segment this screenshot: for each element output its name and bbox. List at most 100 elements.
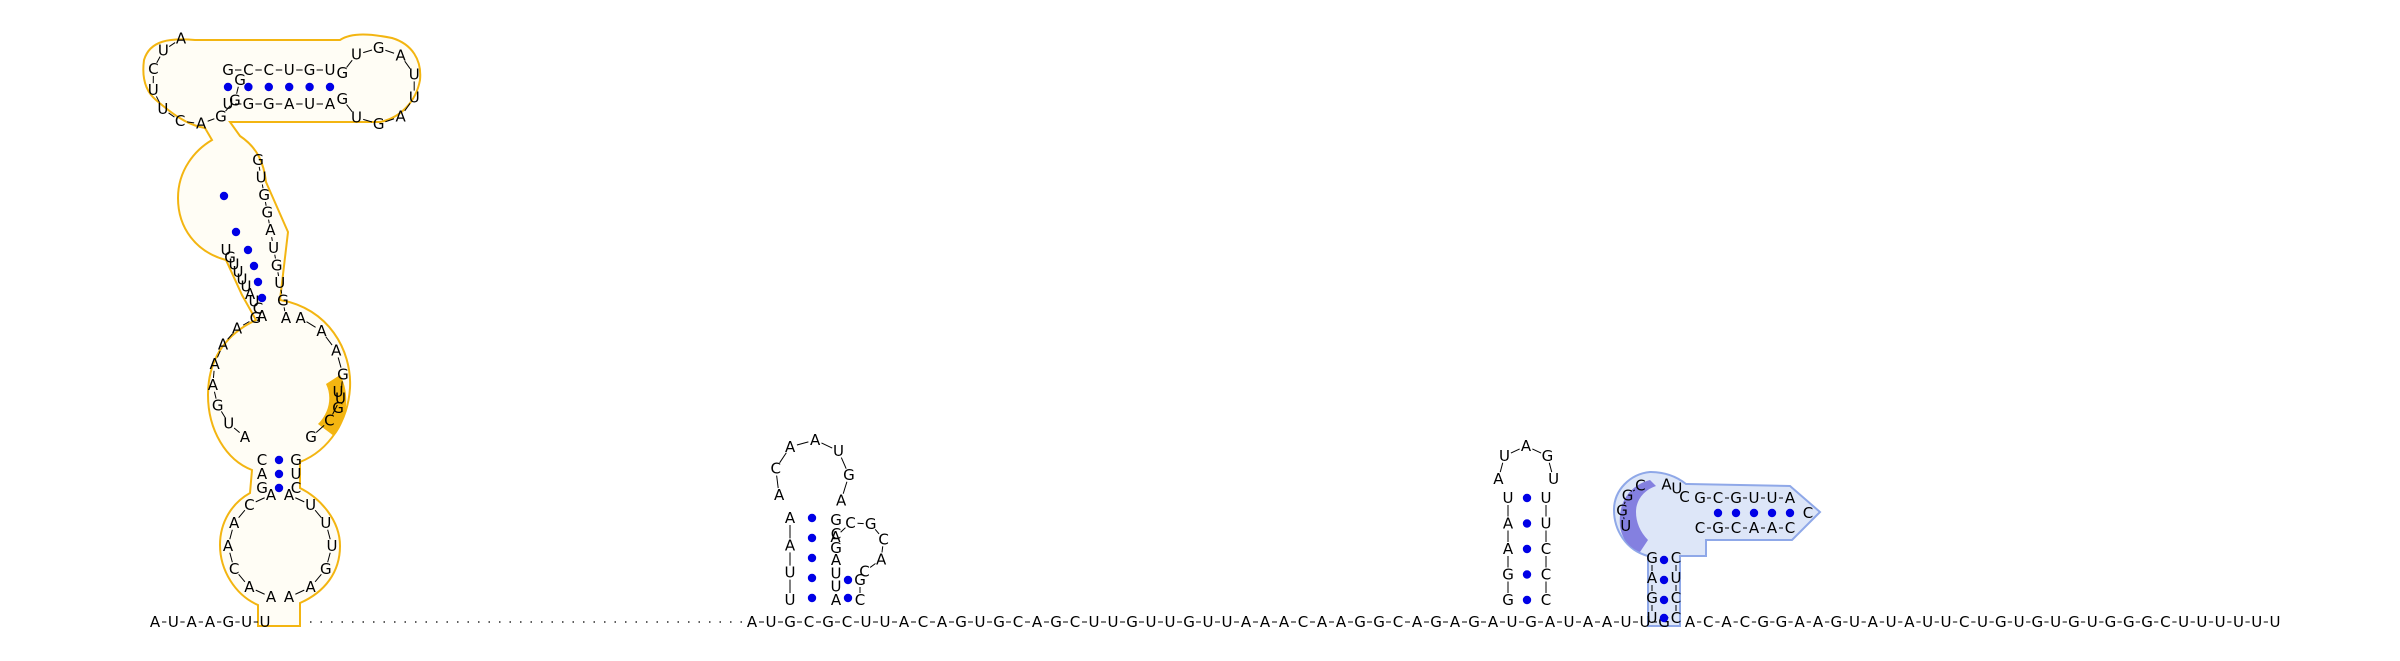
stem-nucleotide: A bbox=[785, 509, 796, 527]
loop-nucleotide: A bbox=[295, 309, 306, 327]
base-pair-dot bbox=[1659, 595, 1669, 605]
backbone-bond bbox=[315, 424, 325, 433]
loop-nucleotide: A bbox=[396, 107, 407, 125]
stem-nucleotide: A bbox=[831, 551, 842, 569]
stem-nucleotide: G bbox=[263, 95, 275, 113]
loop-nucleotide: G bbox=[843, 466, 855, 484]
strand-nucleotide: U bbox=[1564, 613, 1575, 631]
loop-nucleotide: U bbox=[148, 81, 159, 99]
strand-nucleotide: C bbox=[842, 613, 852, 631]
backbone-bond bbox=[225, 105, 231, 112]
stem-nucleotide: G bbox=[304, 61, 316, 79]
tail-nucleotide: U bbox=[2215, 613, 2226, 631]
base-pair-dot bbox=[219, 191, 229, 201]
backbone-bond bbox=[213, 391, 217, 399]
base-pair-dot bbox=[231, 227, 241, 237]
stem-nucleotide: U bbox=[291, 465, 302, 483]
strand-nucleotide: U bbox=[1089, 613, 1100, 631]
strand-nucleotide: C bbox=[1070, 613, 1080, 631]
backbone-bond bbox=[274, 254, 276, 259]
backbone-bond bbox=[242, 321, 250, 326]
backbone-bond bbox=[295, 589, 305, 595]
stem-nucleotide: U bbox=[256, 169, 267, 187]
tail-nucleotide: C bbox=[1740, 613, 1750, 631]
strand-nucleotide: U bbox=[880, 613, 891, 631]
backbone-bond bbox=[264, 201, 267, 206]
loop-nucleotide: A bbox=[396, 47, 407, 65]
stem-nucleotide: C bbox=[291, 479, 301, 497]
stem-nucleotide: U bbox=[221, 241, 232, 259]
tail-nucleotide: G bbox=[2032, 613, 2044, 631]
stem-nucleotide: A bbox=[1647, 569, 1658, 587]
backbone-bond bbox=[227, 333, 233, 340]
stem-nucleotide: U bbox=[785, 591, 796, 609]
base-pair-dot bbox=[1659, 575, 1669, 585]
loop-nucleotide: C bbox=[244, 496, 254, 514]
stem-nucleotide: A bbox=[785, 536, 796, 554]
strand-nucleotide: A bbox=[899, 613, 910, 631]
tail-nucleotide: A bbox=[205, 613, 216, 631]
base-pair-dot bbox=[843, 593, 853, 603]
loop-nucleotide: U bbox=[833, 442, 844, 460]
backbone-bond bbox=[363, 118, 373, 123]
domain-4-highlight-arc bbox=[1619, 480, 1656, 552]
strand-nucleotide: U bbox=[975, 613, 986, 631]
loop-nucleotide: A bbox=[196, 115, 207, 133]
tail-nucleotide: A bbox=[1795, 613, 1806, 631]
backbone-bond bbox=[255, 497, 265, 503]
tail-nucleotide: U bbox=[260, 613, 271, 631]
stem-nucleotide: U bbox=[223, 95, 234, 113]
strand-nucleotide: C bbox=[804, 613, 814, 631]
loop-nucleotide: C bbox=[1679, 488, 1689, 506]
base-pair-dot bbox=[243, 245, 253, 255]
loop-nucleotide: G bbox=[229, 92, 241, 110]
loop-nucleotide: C bbox=[324, 412, 334, 430]
backbone-bond bbox=[821, 442, 833, 449]
stem-nucleotide: A bbox=[1749, 519, 1760, 537]
base-pair-dot bbox=[1767, 508, 1777, 518]
strand-nucleotide: U bbox=[1621, 613, 1632, 631]
stem-nucleotide: C bbox=[1671, 549, 1681, 567]
stem-nucleotide: U bbox=[229, 256, 240, 274]
tail-nucleotide: U bbox=[2178, 613, 2189, 631]
tail-nucleotide: G bbox=[1757, 613, 1769, 631]
strand-nucleotide: U bbox=[1507, 613, 1518, 631]
loop-nucleotide: U bbox=[1499, 447, 1510, 465]
strand-nucleotide: G bbox=[1430, 613, 1442, 631]
loop-nucleotide: G bbox=[336, 90, 348, 108]
highlight-nucleotide: G bbox=[1616, 501, 1628, 519]
base-pair-dot bbox=[807, 573, 817, 583]
backbone-bond bbox=[306, 321, 316, 328]
stem-nucleotide: G bbox=[222, 61, 234, 79]
stem-nucleotide: U bbox=[1767, 489, 1778, 507]
backbone-bond bbox=[236, 86, 239, 94]
loop-nucleotide: C bbox=[859, 563, 869, 581]
base-pair-dot bbox=[264, 82, 273, 92]
backbone-bond bbox=[314, 509, 322, 518]
loop-nucleotide: C bbox=[878, 530, 888, 548]
strand-nucleotide: C bbox=[918, 613, 928, 631]
stem-nucleotide: G bbox=[1712, 519, 1724, 537]
stem-nucleotide: G bbox=[830, 511, 842, 529]
backbone-bond bbox=[325, 336, 333, 346]
stem-nucleotide: C bbox=[1785, 519, 1795, 537]
backbone-bond bbox=[874, 528, 880, 535]
base-pair-dot bbox=[1785, 508, 1795, 518]
stem-nucleotide: C bbox=[253, 300, 263, 318]
strand-nucleotide: G bbox=[1354, 613, 1366, 631]
loop-nucleotide: A bbox=[1521, 437, 1532, 455]
backbone-bond bbox=[1623, 501, 1626, 504]
loop-nucleotide: U bbox=[409, 89, 420, 107]
backbone-bond bbox=[346, 59, 353, 68]
loop-nucleotide: G bbox=[215, 107, 227, 125]
loop-nucleotide: U bbox=[158, 41, 169, 59]
stem-nucleotide: G bbox=[252, 151, 264, 169]
strand-nucleotide: G bbox=[1126, 613, 1138, 631]
loop-nucleotide: A bbox=[223, 537, 234, 555]
strand-nucleotide: G bbox=[993, 613, 1005, 631]
base-pair-dot bbox=[1522, 519, 1532, 528]
